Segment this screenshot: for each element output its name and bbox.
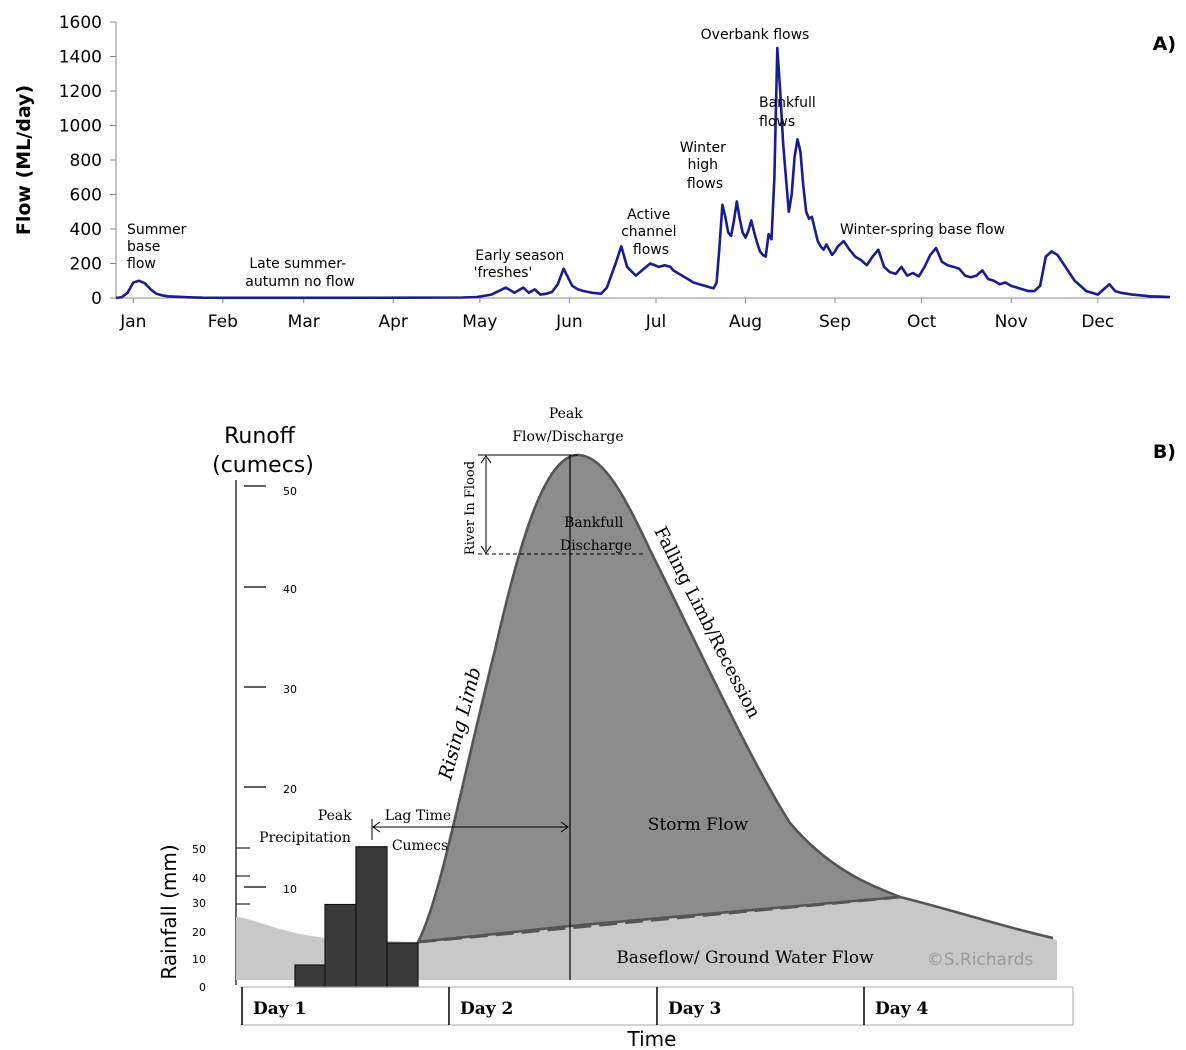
x-tick-label-a: Feb <box>208 312 238 332</box>
svg-text:20: 20 <box>192 926 206 939</box>
svg-text:40: 40 <box>192 872 206 885</box>
cumecs-label: Cumecs <box>392 838 448 854</box>
svg-text:50: 50 <box>283 485 297 498</box>
x-tick-label-a: Mar <box>288 312 320 332</box>
x-tick-label-a: Aug <box>729 312 762 332</box>
x-tick-label-a: Jan <box>119 312 146 332</box>
panel-label-b: B) <box>1153 441 1176 463</box>
flow-line <box>115 46 1171 300</box>
x-tick-label-a: Nov <box>995 312 1028 332</box>
annotation-late-summer: Late summer- autumn no flow <box>245 256 355 290</box>
day-3-label: Day 3 <box>668 999 721 1019</box>
rainfall-bar <box>294 964 327 988</box>
rainfall-bar <box>355 846 388 988</box>
bankfull-discharge-label: Bankfull Discharge <box>560 515 632 554</box>
baseflow-label: Baseflow/ Ground Water Flow <box>616 948 874 968</box>
annotation-bankfull: Bankfull flows <box>759 95 820 130</box>
svg-text:40: 40 <box>283 583 297 596</box>
time-axis-label: Time <box>627 1027 677 1050</box>
baseflow-separation-line <box>417 895 901 944</box>
panel-label-a: A) <box>1153 33 1176 55</box>
x-tick-label-a: Oct <box>907 312 937 332</box>
runoff-ticks: 50 40 30 20 10 <box>244 485 297 896</box>
rainfall-bar <box>386 942 419 988</box>
x-tick-label-a: May <box>462 312 497 332</box>
watermark-text: ©S.Richards <box>927 950 1034 970</box>
day-1-label: Day 1 <box>253 999 306 1019</box>
y-tick-label-a: 400 <box>70 220 102 240</box>
annotation-winter-high: Winter high flows <box>680 140 731 192</box>
storm-flow-area <box>415 453 901 944</box>
svg-text:50: 50 <box>192 843 206 856</box>
lag-arrow-right <box>560 821 569 833</box>
svg-text:10: 10 <box>192 953 206 966</box>
day-table: Day 1 Day 2 Day 3 Day 4 <box>240 986 1074 1026</box>
peak-precipitation-label: Peak Precipitation <box>259 808 356 846</box>
svg-text:0: 0 <box>199 981 206 994</box>
chart-a: A) Flow (ML/day) 0 200 400 600 800 1000 1200 14… <box>13 13 1176 332</box>
y-tick-label-a: 1400 <box>59 48 102 68</box>
y-tick-label-a: 200 <box>70 255 102 275</box>
rainfall-ticks: 50 40 30 20 10 0 <box>192 843 250 994</box>
y-axis-label-a: Flow (ML/day) <box>13 85 35 235</box>
x-tick-label-a: Jul <box>645 312 667 332</box>
y-tick-label-a: 1000 <box>59 117 102 137</box>
x-tick-label-a: Sep <box>819 312 851 332</box>
svg-text:20: 20 <box>283 783 297 796</box>
annotation-early-season: Early season 'freshes' <box>474 248 569 281</box>
x-tick-label-a: Dec <box>1081 312 1114 332</box>
lag-time-label: Lag Time <box>385 808 451 824</box>
annotation-active-channel: Active channel flows <box>621 207 681 258</box>
y-tick-label-a: 1200 <box>59 82 102 102</box>
x-tick-label-a: Apr <box>379 312 408 332</box>
x-tick-label-a: Jun <box>555 312 583 332</box>
y-tick-label-a: 1600 <box>59 13 102 33</box>
lag-arrow-left <box>372 821 381 833</box>
recession-tail <box>899 895 1054 940</box>
flood-arrow-top <box>480 455 492 464</box>
day-4-label: Day 4 <box>875 999 929 1019</box>
svg-text:30: 30 <box>192 897 206 910</box>
y-tick-label-a: 0 <box>91 289 102 309</box>
baseflow-area <box>236 897 1057 980</box>
annotation-overbank: Overbank flows <box>701 27 810 43</box>
svg-text:30: 30 <box>283 683 297 696</box>
runoff-axis-label: Runoff (cumecs) <box>212 424 314 478</box>
rainfall-bar <box>324 903 357 988</box>
flood-arrow-bottom <box>480 545 492 554</box>
river-in-flood-label: River In Flood <box>463 461 478 555</box>
y-tick-label-a: 600 <box>70 186 102 206</box>
annotation-winter-spring: Winter-spring base flow <box>840 222 1005 238</box>
storm-flow-label: Storm Flow <box>648 815 749 835</box>
y-tick-label-a: 800 <box>70 151 102 171</box>
rainfall-axis-label: Rainfall (mm) <box>157 844 181 979</box>
annotation-summer-base-flow: Summer base flow <box>127 222 191 272</box>
svg-text:10: 10 <box>283 883 297 896</box>
peak-flow-label: Peak Flow/Discharge <box>512 406 623 445</box>
day-2-label: Day 2 <box>460 999 513 1019</box>
